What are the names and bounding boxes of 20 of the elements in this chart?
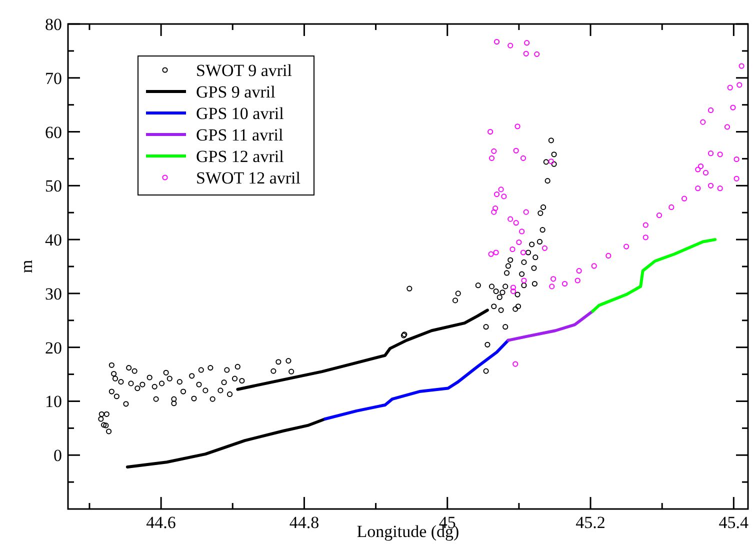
x-tick-label: 44.6 bbox=[146, 513, 176, 532]
y-axis-title: m bbox=[17, 260, 36, 274]
y-tick-label: 40 bbox=[45, 230, 62, 250]
y-tick-label: 0 bbox=[54, 446, 62, 466]
y-tick-label: 50 bbox=[45, 176, 62, 196]
legend-label: GPS 11 avril bbox=[196, 126, 284, 144]
x-tick-label: 44.8 bbox=[289, 513, 320, 532]
y-tick-label: 10 bbox=[45, 392, 62, 412]
legend-label: GPS 9 avril bbox=[196, 82, 276, 102]
legend-label: GPS 10 avril bbox=[196, 104, 284, 123]
x-tick-label: 45.4 bbox=[718, 513, 750, 532]
x-tick-label: 45.2 bbox=[576, 513, 606, 532]
y-tick-label: 70 bbox=[45, 68, 62, 88]
legend-label: GPS 12 avril bbox=[196, 147, 284, 166]
y-tick-label: 20 bbox=[45, 338, 62, 358]
legend-label: SWOT 12 avril bbox=[196, 168, 301, 188]
y-tick-label: 60 bbox=[45, 122, 62, 142]
y-tick-label: 30 bbox=[45, 284, 62, 304]
legend-label: SWOT 9 avril bbox=[196, 61, 292, 80]
y-tick-label: 80 bbox=[45, 15, 62, 34]
